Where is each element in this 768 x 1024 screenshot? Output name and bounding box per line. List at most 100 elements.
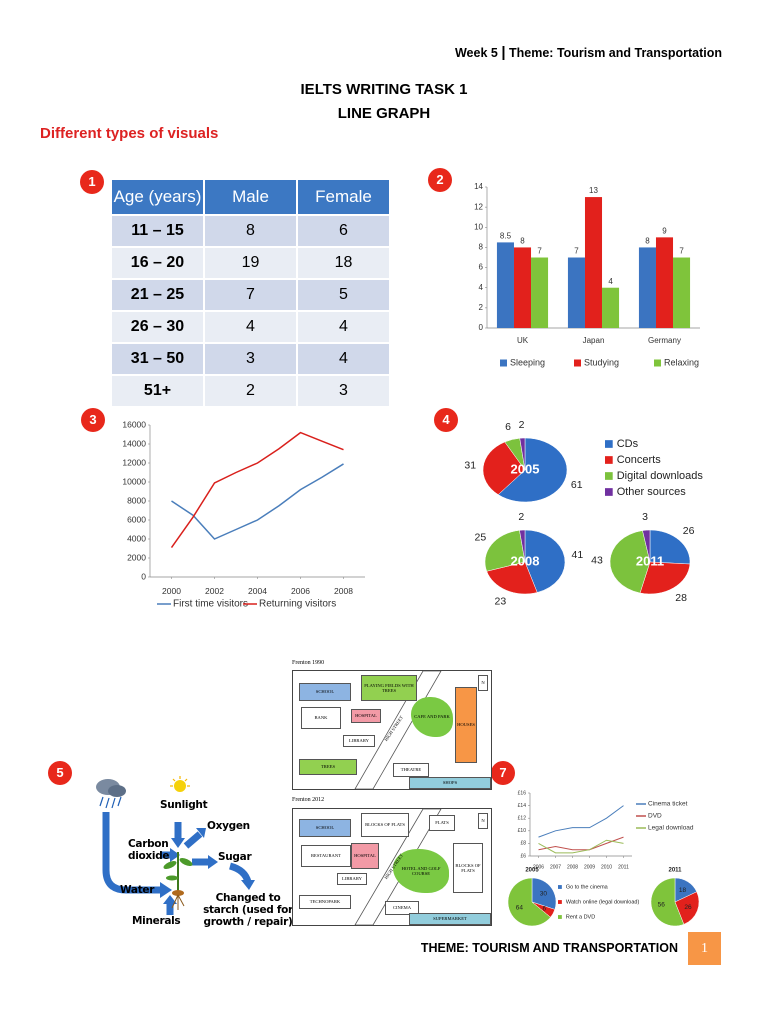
badge: 7 xyxy=(491,761,515,785)
map-place: LIBRARY xyxy=(337,873,367,885)
diagram-label: Sunlight xyxy=(160,799,208,811)
week-label: Week 5 xyxy=(454,46,498,60)
bar xyxy=(655,237,674,328)
x-tick-label: Germany xyxy=(648,336,681,345)
rain xyxy=(99,796,122,809)
pie-slice xyxy=(674,891,700,925)
pie-title: 2011 xyxy=(636,553,664,568)
legend-swatch xyxy=(654,359,661,367)
table-cell: 18 xyxy=(296,246,391,280)
legend-swatch xyxy=(500,359,507,367)
pie-slice xyxy=(524,529,566,593)
header-cell: Female xyxy=(296,178,391,216)
series-line xyxy=(538,836,624,851)
badge: 3 xyxy=(81,408,105,432)
plant xyxy=(163,852,193,910)
badge: 4 xyxy=(434,408,458,432)
map-title: Frenton 1990 xyxy=(292,660,325,666)
bar xyxy=(602,287,620,328)
diagram-label: Water xyxy=(120,884,155,896)
slice-label: 25 xyxy=(475,532,487,544)
pie-slice xyxy=(531,877,557,910)
slice-label: 2 xyxy=(519,419,525,431)
legend-label: Watch online (legal download) xyxy=(566,899,640,905)
value-label: 8 xyxy=(645,237,650,246)
legend-label: Returning visitors xyxy=(259,599,336,610)
legend-label: First time visitors xyxy=(173,599,248,610)
x-tick-label: 2004 xyxy=(248,586,267,596)
y-tick-label: £8 xyxy=(520,841,526,847)
footer-text: THEME: TOURISM AND TRANSPORTATION xyxy=(420,941,678,955)
legend-swatch xyxy=(605,456,613,464)
diagram-label: Sugar xyxy=(218,851,252,863)
bar xyxy=(496,242,514,328)
pie-slice xyxy=(484,530,526,572)
pie-slice xyxy=(482,441,526,495)
page-number: 1 xyxy=(688,932,721,965)
legend-label: Other sources xyxy=(617,486,687,498)
pie-title: 2008 xyxy=(511,553,540,568)
legend-swatch xyxy=(558,900,562,904)
table-cell: 4 xyxy=(203,310,298,344)
map-place: BANK xyxy=(301,707,341,729)
y-tick-label: £10 xyxy=(518,828,527,834)
slice-label: 23 xyxy=(495,596,507,608)
y-tick-label: 12000 xyxy=(122,457,146,467)
pie-title: 2011 xyxy=(668,868,682,874)
map-place: TECHNOPARK xyxy=(299,895,351,909)
cloud xyxy=(108,785,126,797)
legend-label: Legal download xyxy=(648,825,694,832)
slice-label: 28 xyxy=(675,592,687,604)
y-tick-label: £6 xyxy=(520,853,526,859)
y-tick-label: £12 xyxy=(518,816,527,822)
value-label: 8.5 xyxy=(500,232,512,241)
pie-slice xyxy=(486,561,538,595)
series-line xyxy=(170,431,344,548)
bar xyxy=(567,257,585,328)
map-place: SCHOOL xyxy=(299,819,351,837)
legend-label: Rent a DVD xyxy=(566,914,595,920)
diagram-label: Oxygen xyxy=(207,820,250,832)
title: LINE GRAPH xyxy=(337,105,431,122)
table-cell: 16 – 20 xyxy=(110,246,205,280)
arrows xyxy=(102,812,252,915)
y-tick-label: 8 xyxy=(479,243,484,252)
x-tick-label: 2002 xyxy=(205,586,224,596)
series-line xyxy=(538,839,624,854)
x-tick-label: 2011 xyxy=(618,864,629,870)
y-tick-label: 6 xyxy=(479,263,484,272)
y-tick-label: 0 xyxy=(141,571,146,581)
map-place: CINEMA xyxy=(385,901,419,915)
table-cell: 21 – 25 xyxy=(110,278,205,312)
y-tick-label: 10 xyxy=(474,222,483,231)
diagram-label: Carbon dioxide xyxy=(128,838,170,863)
slice-label: 64 xyxy=(516,905,524,912)
table-row: 21 – 25 7 5 xyxy=(110,278,391,312)
slice-label: 3 xyxy=(642,511,648,523)
badge: 1 xyxy=(80,170,104,194)
table-cell: 2 xyxy=(203,374,298,408)
y-tick-label: 2 xyxy=(479,303,484,312)
y-tick-label: 2000 xyxy=(127,552,146,562)
bar xyxy=(638,247,656,328)
table-cell: 3 xyxy=(296,374,391,408)
series-line xyxy=(538,805,624,838)
slice-label: 26 xyxy=(683,525,695,537)
header-theme: Theme: Tourism and Transportation xyxy=(509,46,722,60)
slice-label: 30 xyxy=(540,890,548,897)
map-place: LIBRARY xyxy=(343,735,375,747)
legend-swatch xyxy=(605,488,613,496)
legend-swatch xyxy=(605,472,613,480)
pie-slice xyxy=(609,530,651,594)
slice-label: 43 xyxy=(591,554,603,566)
map-place: TREES xyxy=(299,759,357,775)
y-tick-label: 6000 xyxy=(127,514,146,524)
legend-swatch xyxy=(558,915,562,919)
diagram-label: Changed to starch (used for growth / rep… xyxy=(203,892,293,929)
header: Week 5 | Theme: Tourism and Transportati… xyxy=(455,44,722,61)
x-tick-label: 2006 xyxy=(291,586,310,596)
table-cell: 11 – 15 xyxy=(110,214,205,248)
slice-label: 26 xyxy=(684,904,692,911)
pie-slice xyxy=(519,529,526,563)
